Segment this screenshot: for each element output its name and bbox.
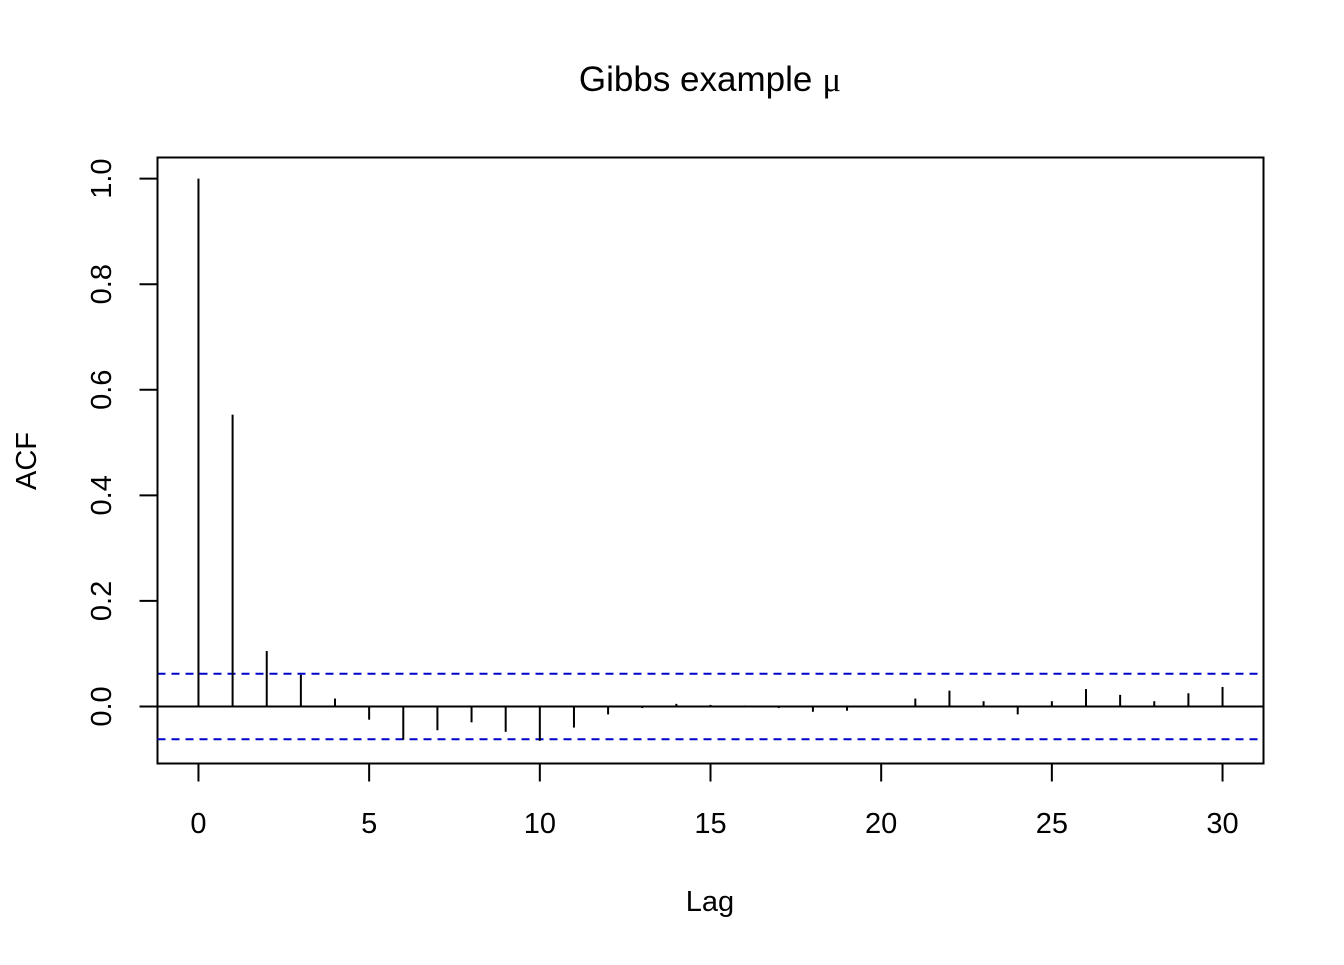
- y-tick-label: 0.8: [86, 264, 118, 304]
- chart-title-symbol: μ: [822, 60, 841, 99]
- y-tick-label: 0.6: [86, 370, 118, 410]
- y-tick-label: 0.2: [86, 581, 118, 621]
- y-axis-label: ACF: [11, 432, 43, 490]
- x-tick-label: 15: [694, 808, 726, 840]
- x-tick-label: 30: [1206, 808, 1238, 840]
- plot-frame: [156, 156, 1265, 765]
- x-tick-label: 0: [190, 808, 206, 840]
- x-tick-label: 5: [361, 808, 377, 840]
- x-tick-label: 20: [865, 808, 897, 840]
- x-axis-label: Lag: [686, 886, 734, 918]
- y-tick-label: 1.0: [86, 158, 118, 198]
- y-tick-label: 0.4: [86, 475, 118, 515]
- x-tick-label: 25: [1036, 808, 1068, 840]
- x-axis: 0 5 10 15 20 25 30: [190, 762, 1239, 840]
- confidence-bounds: [157, 672, 1264, 741]
- chart-title: Gibbs example μ: [579, 60, 841, 99]
- y-tick-label: 0.0: [86, 686, 118, 726]
- acf-spikes: [197, 178, 1224, 741]
- x-tick-label: 10: [524, 808, 556, 840]
- chart-title-text: Gibbs example: [579, 60, 812, 99]
- y-axis: 0.0 0.2 0.4 0.6 0.8 1.0: [86, 158, 159, 727]
